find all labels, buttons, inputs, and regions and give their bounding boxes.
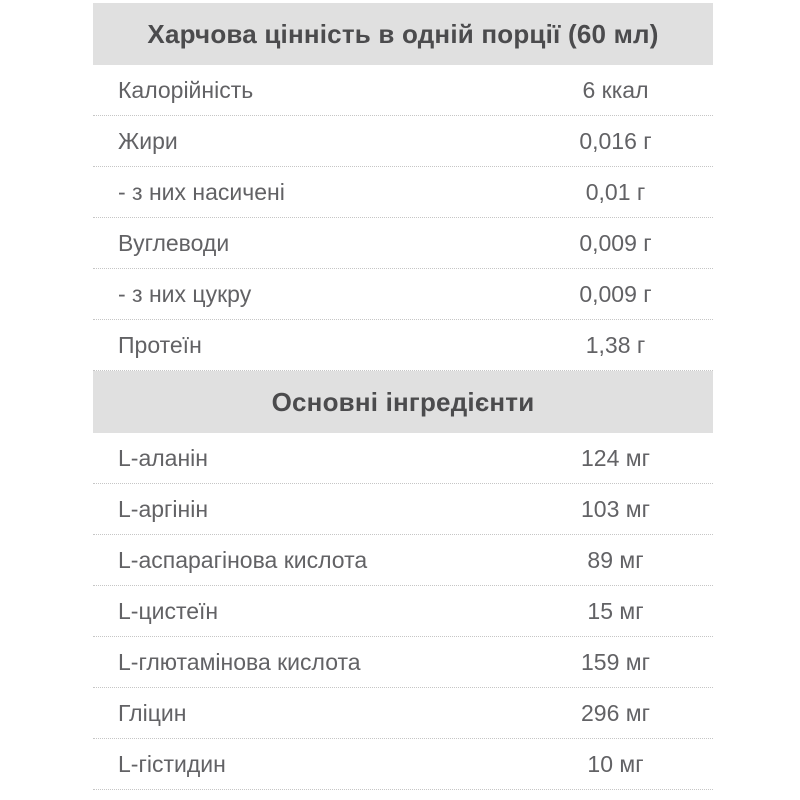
row-value: 15 мг: [587, 597, 644, 624]
table-row: - з них насичені 0,01 г: [93, 167, 713, 218]
row-label: Гліцин: [118, 699, 187, 726]
row-value: 0,009 г: [579, 280, 652, 307]
row-label: L-цистеїн: [118, 597, 219, 624]
section-header-nutrition-value: Харчова цінність в одній порції (60 мл): [93, 3, 713, 65]
row-value: 10 мг: [587, 750, 644, 777]
row-label: Жири: [118, 127, 178, 154]
row-value: 1,38 г: [585, 331, 646, 358]
row-label: L-гістидин: [118, 750, 226, 777]
row-label: Калорійність: [118, 76, 254, 103]
table-row: Протеїн 1,38 г: [93, 320, 713, 371]
table-row: L-глютамінова кислота 159 мг: [93, 637, 713, 688]
row-label: L-аспарагінова кислота: [118, 546, 368, 573]
table-row: L-аргінін 103 мг: [93, 484, 713, 535]
table-row: Гліцин 296 мг: [93, 688, 713, 739]
row-value: 103 мг: [581, 495, 650, 522]
row-value: 296 мг: [581, 699, 650, 726]
row-value: 124 мг: [581, 444, 650, 471]
nutrition-table: Харчова цінність в одній порції (60 мл) …: [93, 3, 713, 790]
row-label: Вуглеводи: [118, 229, 230, 256]
table-row: L-аспарагінова кислота 89 мг: [93, 535, 713, 586]
table-row: L-аланін 124 мг: [93, 433, 713, 484]
table-row: L-гістидин 10 мг: [93, 739, 713, 790]
section-header-main-ingredients: Основні інгредієнти: [93, 371, 713, 433]
table-row: L-цистеїн 15 мг: [93, 586, 713, 637]
table-row: Вуглеводи 0,009 г: [93, 218, 713, 269]
row-label: Протеїн: [118, 331, 202, 358]
table-row: Калорійність 6 ккал: [93, 65, 713, 116]
row-label: - з них насичені: [118, 178, 285, 205]
table-row: - з них цукру 0,009 г: [93, 269, 713, 320]
row-value: 0,01 г: [585, 178, 646, 205]
table-row: Жири 0,016 г: [93, 116, 713, 167]
row-label: L-аланін: [118, 444, 208, 471]
row-value: 6 ккал: [582, 76, 649, 103]
row-value: 0,016 г: [579, 127, 652, 154]
row-value: 159 мг: [581, 648, 650, 675]
row-value: 0,009 г: [579, 229, 652, 256]
row-label: L-глютамінова кислота: [118, 648, 361, 675]
row-label: L-аргінін: [118, 495, 209, 522]
row-label: - з них цукру: [118, 280, 252, 307]
row-value: 89 мг: [587, 546, 644, 573]
